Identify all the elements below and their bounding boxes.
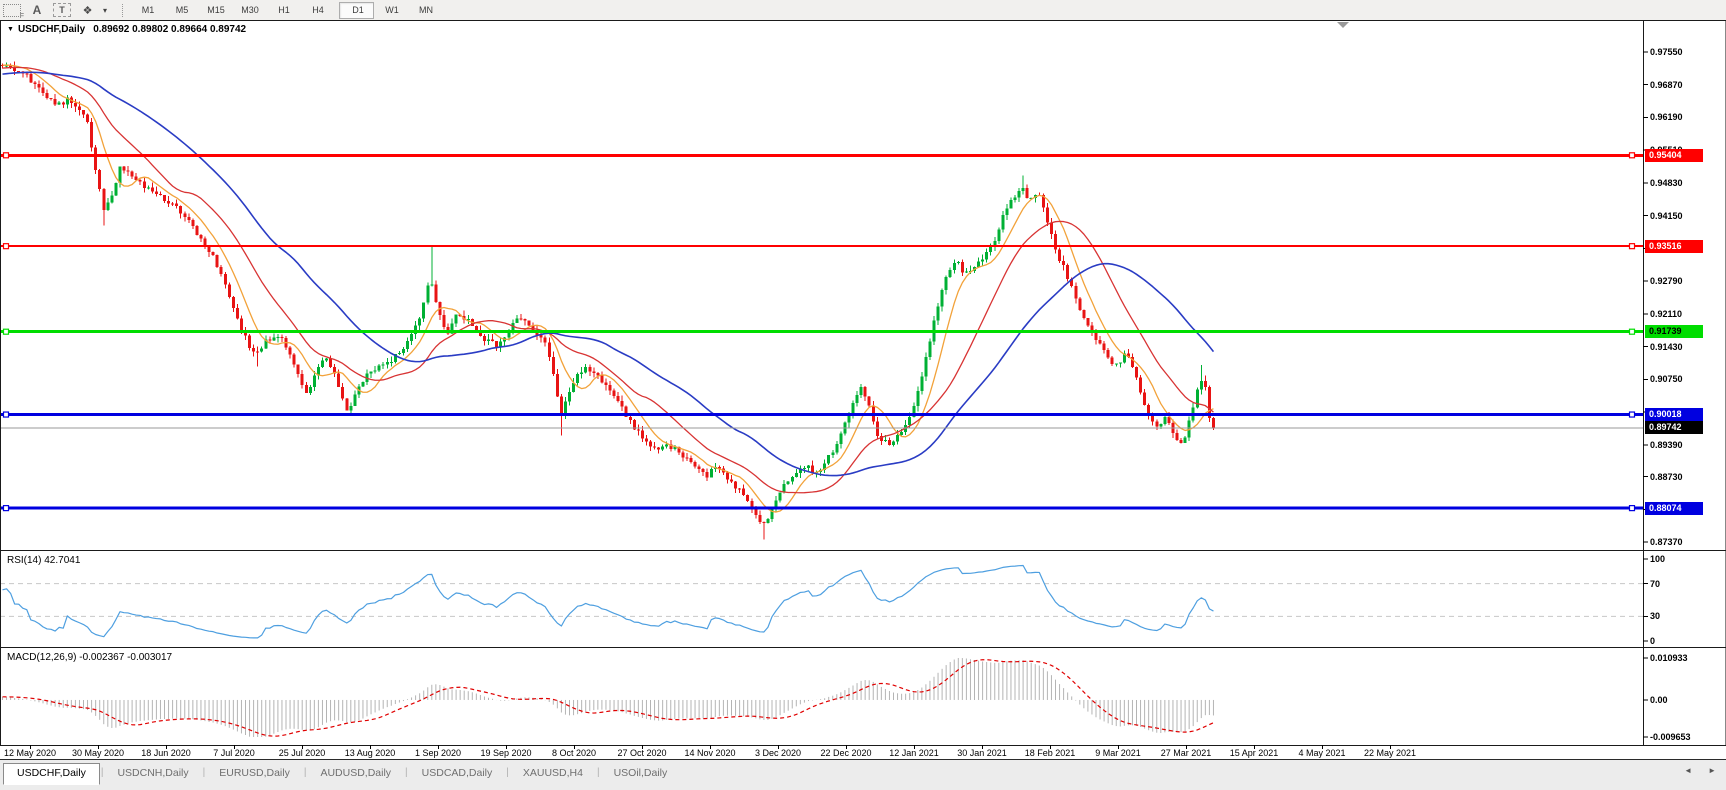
tab-divider: | (506, 766, 509, 778)
date-axis-label: 27 Mar 2021 (1160, 748, 1212, 758)
dropdown-caret-icon[interactable]: ▾ (102, 5, 107, 15)
current-price-label: 0.89742 (1645, 421, 1703, 435)
chart-tab-usoil[interactable]: USOil,Daily (613, 767, 668, 779)
timeframe-button-mn[interactable]: MN (419, 4, 433, 15)
level-price-label: 0.91739 (1645, 325, 1703, 339)
toolbar: F A T ❖ ▾ M1 M5 M15 M30 H1 H4 D1 W1 MN (0, 0, 1726, 21)
tab-divider: | (596, 766, 600, 778)
timeframe-button-w1[interactable]: W1 (385, 4, 399, 15)
date-axis-label: 8 Oct 2020 (551, 748, 597, 758)
price-axis-tick: 0.87370 (1650, 537, 1683, 547)
chart-tab-eurusd[interactable]: EURUSD,Daily (219, 767, 290, 779)
date-axis-label: 30 Jan 2021 (957, 748, 1007, 758)
date-axis-label: 25 Jul 2020 (278, 748, 326, 758)
price-axis-tick: 0.94150 (1650, 210, 1683, 221)
timeframe-button-m1[interactable]: M1 (141, 4, 155, 15)
date-axis-label: 1 Sep 2020 (414, 748, 462, 758)
price-axis-tick: 0.97550 (1650, 47, 1683, 57)
chart-tab-usdcad[interactable]: USDCAD,Daily (421, 767, 493, 779)
chart-tab-usdcnh[interactable]: USDCNH,Daily (117, 767, 189, 779)
price-axis-tick: 0.90750 (1650, 374, 1683, 385)
rsi-axis-tick: 70 (1650, 578, 1661, 589)
timeframe-button-d1[interactable]: D1 (339, 1, 374, 19)
macd-axis-tick: -0.009653 (1650, 732, 1691, 742)
level-price-label: 0.90018 (1645, 408, 1703, 422)
chart-title: ▼ USDCHF,Daily 0.89692 0.89802 0.89664 0.8… (7, 24, 246, 35)
date-axis-label: 14 Nov 2020 (684, 748, 736, 758)
price-axis-tick: 0.88730 (1650, 471, 1683, 482)
rsi-axis-tick: 100 (1650, 554, 1666, 564)
chart-tabs: USDCHF,Daily | USDCNH,Daily | EURUSD,Daily | A… (0, 760, 1726, 785)
price-axis-tick: 0.92110 (1650, 308, 1683, 319)
chart-tab-bar: USDCHF,Daily | USDCNH,Daily | EURUSD,Daily | A… (0, 759, 1726, 790)
crosshair-f-icon[interactable]: F (3, 3, 24, 20)
date-axis-label: 27 Oct 2020 (617, 748, 667, 758)
level-price-label: 0.88074 (1645, 501, 1703, 515)
date-axis-label: 22 May 2021 (1363, 748, 1417, 758)
price-axis-tick: 0.89390 (1650, 439, 1683, 450)
chart-canvas[interactable] (0, 20, 1643, 745)
tab-divider: | (303, 766, 307, 778)
date-axis-label: 13 Aug 2020 (344, 748, 396, 758)
tab-divider: | (202, 766, 206, 778)
timeframe-button-h1[interactable]: H1 (278, 4, 290, 15)
rsi-indicator-label: RSI(14) 42.7041 (7, 555, 81, 566)
date-axis-label: 9 Mar 2021 (1095, 748, 1141, 758)
toolbar-separator (122, 3, 124, 17)
macd-axis-tick: 0.00 (1650, 694, 1668, 705)
date-axis-label: 12 Jan 2021 (889, 748, 939, 758)
timeframe-buttons: M1 M5 M15 M30 H1 H4 D1 W1 MN (131, 0, 443, 20)
date-axis-label: 15 Apr 2021 (1229, 748, 1279, 758)
date-axis-label: 22 Dec 2020 (820, 748, 872, 758)
price-axis-tick: 0.96870 (1650, 79, 1683, 90)
tab-divider: | (100, 766, 104, 778)
text-label-icon[interactable]: A (32, 3, 42, 17)
price-axis-tick: 0.91430 (1650, 341, 1683, 352)
date-axis-label: 4 May 2021 (1298, 748, 1346, 758)
date-axis-label: 19 Sep 2020 (480, 748, 532, 758)
date-axis-label: 7 Jul 2020 (213, 748, 255, 758)
chart-tab-audusd[interactable]: AUDUSD,Daily (320, 767, 392, 779)
date-axis-label: 18 Feb 2021 (1024, 748, 1076, 758)
text-box-icon[interactable]: T (53, 3, 71, 17)
price-axis-tick: 0.96190 (1650, 112, 1683, 123)
level-price-label: 0.95404 (1645, 148, 1703, 162)
price-axis-tick: 0.92790 (1650, 276, 1683, 287)
timeframe-button-h4[interactable]: H4 (312, 4, 324, 15)
date-axis-label: 18 Jun 2020 (141, 748, 191, 758)
chart-ohlc-values: 0.89692 0.89802 0.89664 0.89742 (93, 24, 247, 35)
date-axis-label: 30 May 2020 (71, 748, 125, 758)
macd-axis-tick: 0.010933 (1650, 653, 1688, 663)
rsi-axis-tick: 0 (1650, 636, 1656, 646)
timeframe-button-m30[interactable]: M30 (241, 4, 259, 15)
chart-title-caret-icon[interactable]: ▼ (7, 26, 14, 33)
arrow-shapes-icon[interactable]: ❖ (82, 4, 93, 17)
tab-divider: | (405, 766, 408, 778)
timeframe-button-m5[interactable]: M5 (175, 4, 189, 15)
timeframe-button-m15[interactable]: M15 (207, 4, 225, 15)
chart-symbol-label: USDCHF,Daily (17, 24, 86, 35)
tab-scroll-left-icon[interactable]: ◄ (1684, 766, 1693, 775)
chart-tab-usdchf[interactable]: USDCHF,Daily (3, 763, 100, 785)
level-price-label: 0.93516 (1645, 239, 1703, 253)
chart-tab-xauusd[interactable]: XAUUSD,H4 (522, 767, 583, 779)
tab-scroll-right-icon[interactable]: ► (1708, 766, 1716, 775)
macd-indicator-label: MACD(12,26,9) -0.002367 -0.003017 (7, 652, 173, 663)
date-axis-label: 12 May 2020 (3, 748, 57, 758)
price-axis-tick: 0.94830 (1650, 177, 1683, 188)
rsi-axis-tick: 30 (1650, 611, 1661, 622)
date-axis-label: 3 Dec 2020 (754, 748, 802, 758)
